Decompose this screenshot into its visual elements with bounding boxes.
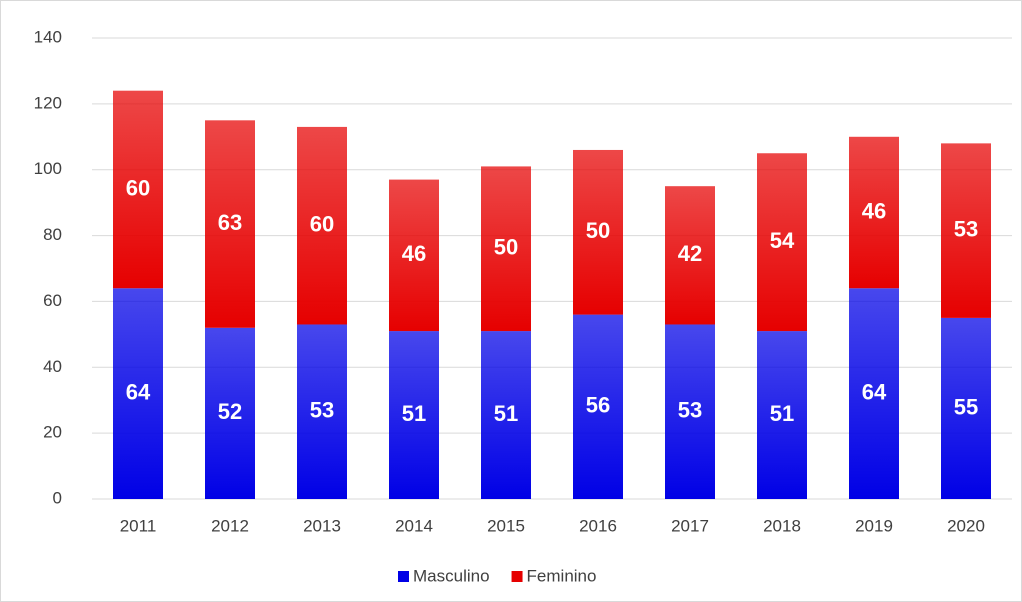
data-label: 56 [586, 393, 610, 418]
y-tick-label: 100 [34, 159, 62, 178]
y-tick-label: 40 [43, 357, 62, 376]
x-tick-label: 2015 [487, 516, 525, 535]
bar-segment [849, 136, 899, 289]
data-label: 55 [954, 394, 978, 419]
data-label: 54 [770, 228, 795, 253]
legend-label: Masculino [413, 566, 490, 585]
bar-segment [757, 331, 807, 499]
data-label: 64 [862, 379, 887, 404]
bar-segment [297, 126, 347, 325]
bar-segment [481, 166, 531, 332]
bar-segment [757, 153, 807, 332]
x-tick-label: 2014 [395, 516, 433, 535]
x-tick-label: 2011 [120, 516, 157, 535]
bar-segment [665, 324, 715, 499]
bar-segment [481, 331, 531, 499]
bar-segment [205, 327, 255, 499]
bar-segment [573, 149, 623, 315]
legend-label: Feminino [527, 566, 597, 585]
data-label: 52 [218, 399, 242, 424]
bar-segment [297, 324, 347, 499]
data-label: 50 [586, 218, 610, 243]
y-tick-label: 20 [43, 423, 62, 442]
legend-swatch [511, 571, 523, 582]
data-label: 51 [494, 401, 518, 426]
data-label: 51 [402, 401, 426, 426]
x-tick-label: 2016 [579, 516, 617, 535]
bar-segment [941, 317, 991, 499]
bar-segment [573, 314, 623, 499]
data-label: 42 [678, 241, 702, 266]
y-tick-label: 0 [53, 488, 62, 507]
data-label: 51 [770, 401, 794, 426]
data-label: 53 [310, 398, 334, 423]
data-label: 60 [126, 175, 150, 200]
y-tick-label: 60 [43, 291, 62, 310]
x-tick-label: 2018 [763, 516, 801, 535]
y-tick-label: 140 [34, 27, 62, 46]
bar-segment [205, 120, 255, 328]
data-label: 50 [494, 235, 518, 260]
bar-segment [113, 288, 163, 499]
data-label: 46 [402, 241, 426, 266]
bar-segment [389, 331, 439, 499]
data-label: 46 [862, 198, 886, 223]
x-tick-label: 2013 [303, 516, 341, 535]
data-label: 53 [678, 398, 702, 423]
y-tick-label: 80 [43, 225, 62, 244]
bar-segment [941, 143, 991, 318]
bar-segment [665, 186, 715, 325]
x-tick-label: 2017 [671, 516, 709, 535]
data-label: 64 [126, 379, 151, 404]
data-label: 63 [218, 210, 242, 235]
y-tick-label: 120 [34, 93, 62, 112]
x-tick-label: 2012 [211, 516, 249, 535]
data-label: 53 [954, 216, 978, 241]
bar-segment [389, 179, 439, 332]
bar-segment [113, 90, 163, 289]
x-tick-label: 2019 [855, 516, 893, 535]
legend-swatch [398, 571, 409, 582]
x-tick-label: 2020 [947, 516, 985, 535]
bar-segment [849, 288, 899, 499]
data-label: 60 [310, 212, 334, 237]
